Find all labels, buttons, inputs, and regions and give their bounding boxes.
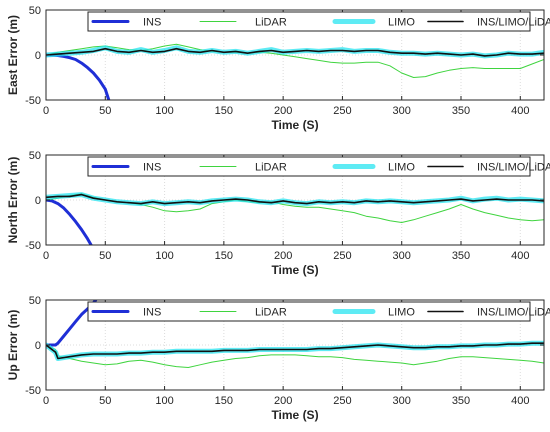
x-axis-label: Time (S) [271, 263, 318, 277]
legend-label: INS [143, 17, 161, 29]
x-tick-label: 100 [155, 105, 173, 117]
legend-label: LIMO [388, 17, 415, 29]
x-tick-label: 250 [333, 395, 351, 407]
y-axis-label: North Error (m) [6, 157, 20, 244]
series-group [46, 43, 544, 100]
x-tick-label: 50 [99, 250, 111, 262]
x-tick-label: 300 [393, 395, 411, 407]
series-line-lidar [46, 344, 544, 368]
x-tick-label: 250 [333, 250, 351, 262]
legend-label: INS [143, 307, 161, 319]
x-tick-label: 0 [43, 395, 49, 407]
legend-box [87, 156, 531, 177]
x-tick-label: 150 [215, 395, 233, 407]
series-line-ins-limo-lidar [46, 47, 544, 57]
x-tick-label: 350 [452, 250, 470, 262]
x-tick-label: 100 [155, 250, 173, 262]
x-tick-label: 0 [43, 250, 49, 262]
x-tick-label: 300 [393, 105, 411, 117]
legend-label: INS/LIMO/LiDAR [477, 307, 550, 319]
legend-label: LiDAR [255, 307, 287, 319]
x-tick-label: 350 [452, 105, 470, 117]
series-line-ins-limo-lidar [46, 342, 544, 360]
x-axis-label: Time (S) [271, 118, 318, 132]
y-tick-label: 50 [29, 295, 41, 307]
x-axis-label: Time (S) [271, 408, 318, 422]
legend-label: INS/LIMO/LiDAR [477, 162, 550, 174]
legend-box [87, 301, 531, 322]
legend-label: INS/LIMO/LiDAR [477, 17, 550, 29]
x-tick-label: 350 [452, 395, 470, 407]
y-tick-label: 0 [35, 340, 41, 352]
legend-label: LiDAR [255, 162, 287, 174]
y-tick-label: 0 [35, 50, 41, 62]
legend-label: LIMO [388, 162, 415, 174]
x-tick-label: 400 [511, 250, 529, 262]
legend-label: LiDAR [255, 17, 287, 29]
legend: INS LiDAR LIMO INS/LIMO/LiDAR [87, 11, 550, 32]
legend-box [87, 11, 531, 32]
y-tick-label: 50 [29, 5, 41, 17]
series-group [46, 192, 544, 245]
legend-label: LIMO [388, 307, 415, 319]
x-tick-label: 150 [215, 105, 233, 117]
x-tick-label: 300 [393, 250, 411, 262]
x-tick-label: 100 [155, 395, 173, 407]
x-tick-label: 50 [99, 105, 111, 117]
x-tick-label: 200 [274, 395, 292, 407]
x-tick-label: 400 [511, 105, 529, 117]
x-tick-label: 150 [215, 250, 233, 262]
x-tick-label: 250 [333, 105, 351, 117]
legend: INS LiDAR LIMO INS/LIMO/LiDAR [87, 301, 550, 322]
y-tick-label: -50 [25, 95, 41, 107]
x-tick-label: 200 [274, 105, 292, 117]
legend-label: INS [143, 162, 161, 174]
y-tick-label: 50 [29, 150, 41, 162]
x-tick-label: 400 [511, 395, 529, 407]
series-line-ins [46, 198, 93, 245]
y-tick-label: -50 [25, 240, 41, 252]
legend: INS LiDAR LIMO INS/LIMO/LiDAR [87, 156, 550, 177]
y-tick-label: -50 [25, 385, 41, 397]
x-tick-label: 200 [274, 250, 292, 262]
y-tick-label: 0 [35, 195, 41, 207]
series-line-ins-limo-lidar [46, 193, 544, 205]
x-tick-label: 0 [43, 105, 49, 117]
y-axis-label: Up Error (m) [6, 310, 20, 381]
y-axis-label: East Error (m) [6, 15, 20, 95]
series-line-lidar [46, 43, 544, 78]
x-tick-label: 50 [99, 395, 111, 407]
